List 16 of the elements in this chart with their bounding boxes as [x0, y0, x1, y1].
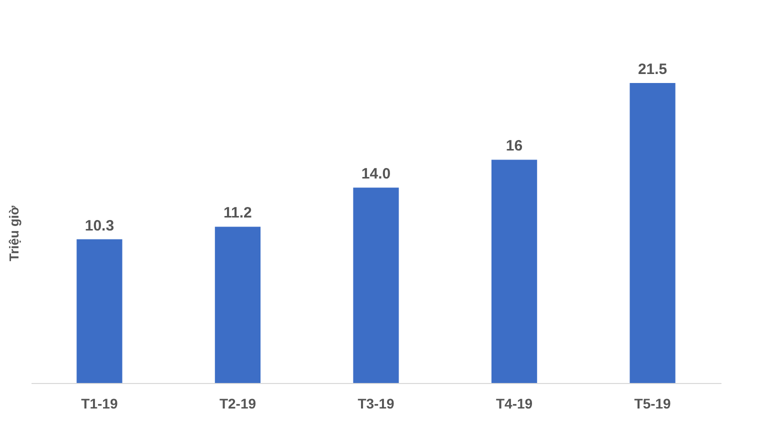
- bar: [214, 226, 261, 383]
- bar: [630, 83, 676, 383]
- x-tick-label: T5-19: [634, 396, 672, 412]
- data-label: 21.5: [638, 61, 668, 78]
- y-axis-title: Triệu giờ: [6, 205, 22, 262]
- data-label: 14.0: [361, 166, 391, 183]
- data-label: 16: [506, 138, 523, 155]
- bar: [353, 188, 399, 383]
- data-label: 11.2: [224, 204, 252, 222]
- x-tick-label: T1-19: [81, 396, 118, 412]
- bar: [491, 160, 538, 383]
- x-tick-label: T3-19: [358, 396, 394, 412]
- bar: [76, 239, 122, 383]
- x-tick-label: T4-19: [496, 396, 533, 412]
- data-label: 10.3: [84, 217, 114, 234]
- x-tick-label: T2-19: [219, 396, 256, 412]
